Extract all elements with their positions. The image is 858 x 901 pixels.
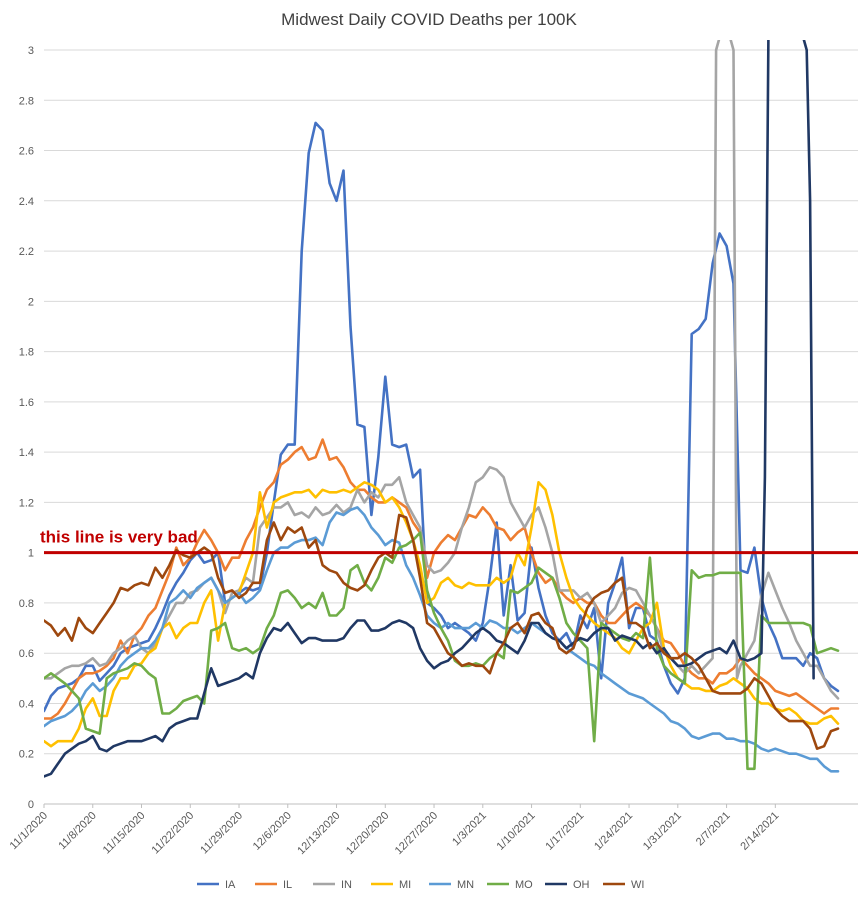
legend-label-oh: OH bbox=[573, 879, 590, 891]
y-tick-label: 0.8 bbox=[19, 598, 34, 610]
x-tick-label: 1/17/2021 bbox=[543, 810, 586, 853]
x-tick-label: 11/1/2020 bbox=[8, 810, 51, 853]
y-tick-label: 1.6 bbox=[19, 397, 34, 409]
y-tick-label: 2 bbox=[28, 296, 34, 308]
x-tick-label: 1/3/2021 bbox=[450, 810, 489, 849]
y-tick-label: 1.2 bbox=[19, 497, 34, 509]
x-tick-label: 2/14/2021 bbox=[738, 810, 781, 853]
x-tick-label: 11/8/2020 bbox=[56, 810, 99, 853]
legend-label-in: IN bbox=[341, 879, 352, 891]
legend-label-mo: MO bbox=[515, 879, 533, 891]
series-line-il bbox=[44, 438, 840, 720]
series-line-in bbox=[44, 40, 840, 700]
series-line-oh bbox=[44, 40, 815, 778]
x-tick-label: 1/31/2021 bbox=[641, 810, 684, 853]
y-tick-label: 0 bbox=[28, 799, 34, 811]
y-tick-label: 1.8 bbox=[19, 347, 34, 359]
x-tick-label: 1/24/2021 bbox=[592, 810, 635, 853]
legend-label-il: IL bbox=[283, 879, 292, 891]
series-line-mo bbox=[44, 531, 840, 771]
y-tick-label: 2.6 bbox=[19, 146, 34, 158]
reference-line-group: this line is very bad bbox=[40, 528, 858, 555]
y-tick-label: 0.4 bbox=[19, 698, 34, 710]
series-lines bbox=[44, 40, 840, 778]
series-line-ia bbox=[44, 121, 840, 713]
series-line-wi bbox=[44, 513, 840, 750]
x-tick-label: 12/13/2020 bbox=[295, 810, 342, 857]
legend-label-mi: MI bbox=[399, 879, 411, 891]
y-tick-label: 2.2 bbox=[19, 246, 34, 258]
legend-label-mn: MN bbox=[457, 879, 474, 891]
legend-label-ia: IA bbox=[225, 879, 236, 891]
x-tick-label: 11/29/2020 bbox=[198, 810, 245, 857]
x-tick-label: 11/22/2020 bbox=[150, 810, 197, 857]
x-tick-label: 12/27/2020 bbox=[393, 810, 440, 857]
y-tick-label: 1 bbox=[28, 548, 34, 560]
x-tick-label: 1/10/2021 bbox=[495, 810, 538, 853]
y-tick-label: 2.4 bbox=[19, 196, 34, 208]
y-tick-label: 3 bbox=[28, 45, 34, 57]
legend-label-wi: WI bbox=[631, 879, 644, 891]
legend: IA IL IN MI MN MO OH WI bbox=[197, 879, 644, 891]
x-tick-label: 12/6/2020 bbox=[251, 810, 294, 853]
y-tick-label: 0.2 bbox=[19, 749, 34, 761]
y-tick-label: 2.8 bbox=[19, 95, 34, 107]
y-tick-label: 0.6 bbox=[19, 648, 34, 660]
series-line-mi bbox=[44, 481, 840, 748]
y-tick-label: 1.4 bbox=[19, 447, 34, 459]
reference-line-label: this line is very bad bbox=[40, 528, 198, 547]
chart-title: Midwest Daily COVID Deaths per 100K bbox=[281, 10, 577, 29]
axes: 0 0.2 0.4 0.6 0.8 1 1.2 1.4 1.6 1.8 2 2.2 2.4 2.6 2.8 3… bbox=[8, 45, 858, 857]
x-tick-label: 2/7/2021 bbox=[694, 810, 733, 849]
x-tick-label: 11/15/2020 bbox=[101, 810, 148, 857]
x-tick-label: 12/20/2020 bbox=[344, 810, 391, 857]
